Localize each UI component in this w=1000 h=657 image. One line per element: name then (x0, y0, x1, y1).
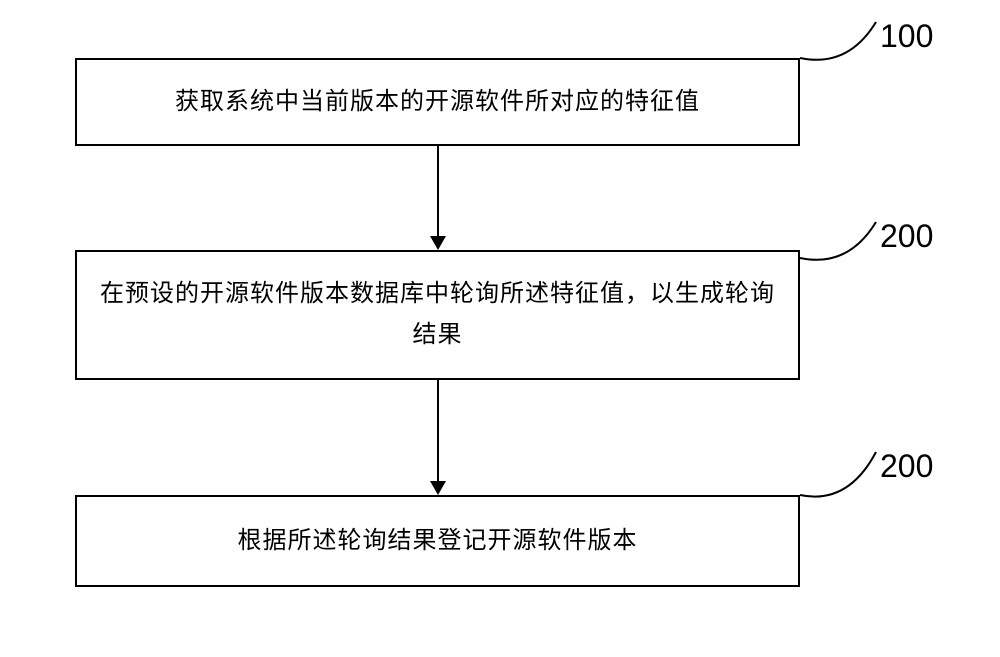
flow-step-2: 在预设的开源软件版本数据库中轮询所述特征值，以生成轮询结果 (75, 250, 800, 380)
flowchart-canvas: 获取系统中当前版本的开源软件所对应的特征值 100 在预设的开源软件版本数据库中… (0, 0, 1000, 657)
flow-step-2-text: 在预设的开源软件版本数据库中轮询所述特征值，以生成轮询结果 (97, 274, 778, 356)
flow-step-3-text: 根据所述轮询结果登记开源软件版本 (238, 521, 638, 562)
connector-curve-3 (798, 450, 888, 505)
step-label-3: 200 (880, 448, 933, 485)
flow-step-1-text: 获取系统中当前版本的开源软件所对应的特征值 (175, 82, 700, 123)
connector-curve-2 (798, 220, 888, 270)
arrow-2-head (430, 481, 446, 495)
connector-curve-1 (798, 20, 888, 70)
arrow-1-line (437, 146, 439, 236)
arrow-1-head (430, 236, 446, 250)
step-label-1: 100 (880, 18, 933, 55)
flow-step-3: 根据所述轮询结果登记开源软件版本 (75, 495, 800, 587)
step-label-2: 200 (880, 218, 933, 255)
flow-step-1: 获取系统中当前版本的开源软件所对应的特征值 (75, 58, 800, 146)
arrow-2-line (437, 380, 439, 481)
